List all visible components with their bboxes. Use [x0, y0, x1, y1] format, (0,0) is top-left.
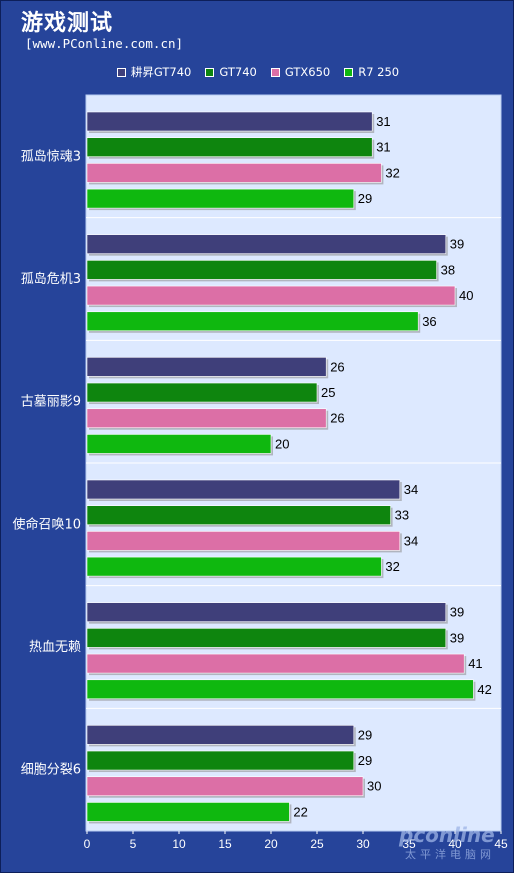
bar-value-label: 38: [441, 262, 455, 277]
legend-swatch: [116, 67, 126, 77]
bar-value-label: 29: [358, 753, 372, 768]
legend-label: R7 250: [358, 65, 400, 79]
bar: [86, 505, 391, 526]
bar: [86, 357, 327, 377]
bar-value-label: 39: [450, 605, 464, 620]
bar: [86, 531, 401, 551]
bar-value-label: 22: [293, 804, 307, 819]
bar-value-label: 31: [376, 114, 390, 129]
x-tick-label: 25: [310, 837, 324, 851]
legend-item: 耕昇GT740: [116, 64, 192, 80]
bar: [86, 434, 272, 454]
bar-value-label: 26: [330, 411, 344, 426]
x-tick-label: 35: [402, 837, 416, 851]
bar-value-label: 25: [321, 385, 335, 400]
x-tick-label: 30: [356, 837, 370, 851]
bar: [86, 479, 401, 500]
bar-value-label: 30: [367, 779, 381, 794]
category-label: 细胞分裂6: [21, 763, 81, 778]
bar: [86, 188, 355, 209]
watermark-logo: pconline: [399, 823, 495, 847]
legend-swatch: [270, 67, 280, 77]
x-tick-label: 40: [448, 837, 462, 851]
legend-label: GT740: [219, 65, 257, 79]
bar-value-label: 31: [376, 140, 390, 155]
category-label: 古墓丽影9: [21, 395, 81, 410]
legend-item: R7 250: [344, 65, 399, 79]
watermark-tagline: 太平洋电脑网: [405, 848, 495, 861]
x-tick-label: 15: [218, 837, 232, 851]
bar: [86, 311, 419, 332]
bar: [86, 163, 382, 183]
legend: 耕昇GT740 GT740 GTX650 R7 250: [1, 63, 514, 81]
category-label: 孤岛惊魂3: [21, 148, 81, 164]
bar-value-label: 32: [385, 559, 399, 574]
bar-value-label: 32: [385, 165, 399, 180]
bar: [86, 802, 290, 822]
category-label: 使命召唤10: [12, 516, 81, 532]
bar: [86, 602, 447, 622]
bar: [86, 260, 437, 280]
bar: [86, 111, 373, 132]
bar-value-label: 20: [275, 436, 289, 451]
legend-label: GTX650: [284, 65, 331, 79]
bar: [86, 750, 355, 771]
bar: [86, 653, 465, 674]
x-tick-label: 10: [172, 837, 186, 851]
bar: [86, 556, 382, 577]
category-label: 孤岛危机3: [21, 271, 81, 287]
bar-value-label: 26: [330, 359, 344, 374]
bar: [86, 776, 364, 797]
bar: [86, 137, 373, 157]
bar: [86, 725, 355, 745]
x-tick-label: 45: [494, 837, 508, 851]
bar: [86, 285, 456, 306]
chart-title: 游戏测试: [21, 11, 114, 36]
legend-item: GT740: [205, 65, 257, 79]
bar-value-label: 36: [422, 314, 436, 329]
bar-value-label: 34: [404, 482, 418, 497]
bar: [86, 679, 474, 700]
bar-value-label: 33: [395, 508, 409, 523]
bar-value-label: 39: [450, 630, 464, 645]
bar-value-label: 42: [477, 682, 491, 697]
legend-swatch: [344, 67, 354, 77]
x-tick-label: 5: [130, 837, 137, 851]
category-label: 热血无赖: [29, 640, 81, 655]
x-tick-label: 0: [84, 837, 91, 851]
bar-value-label: 41: [468, 656, 482, 671]
bar-value-label: 39: [450, 237, 464, 252]
bar: [86, 234, 447, 254]
legend-item: GTX650: [270, 65, 331, 79]
bar: [86, 382, 318, 403]
bar: [86, 628, 447, 648]
bar-value-label: 34: [404, 533, 418, 548]
legend-swatch: [205, 67, 215, 77]
bar-value-label: 29: [358, 191, 372, 206]
chart-subtitle: [www.PConline.com.cn]: [25, 36, 184, 51]
bar-value-label: 40: [459, 288, 473, 303]
legend-label: 耕昇GT740: [130, 65, 192, 79]
x-tick-label: 20: [264, 837, 278, 851]
bar: [86, 408, 327, 429]
bar-value-label: 29: [358, 727, 372, 742]
